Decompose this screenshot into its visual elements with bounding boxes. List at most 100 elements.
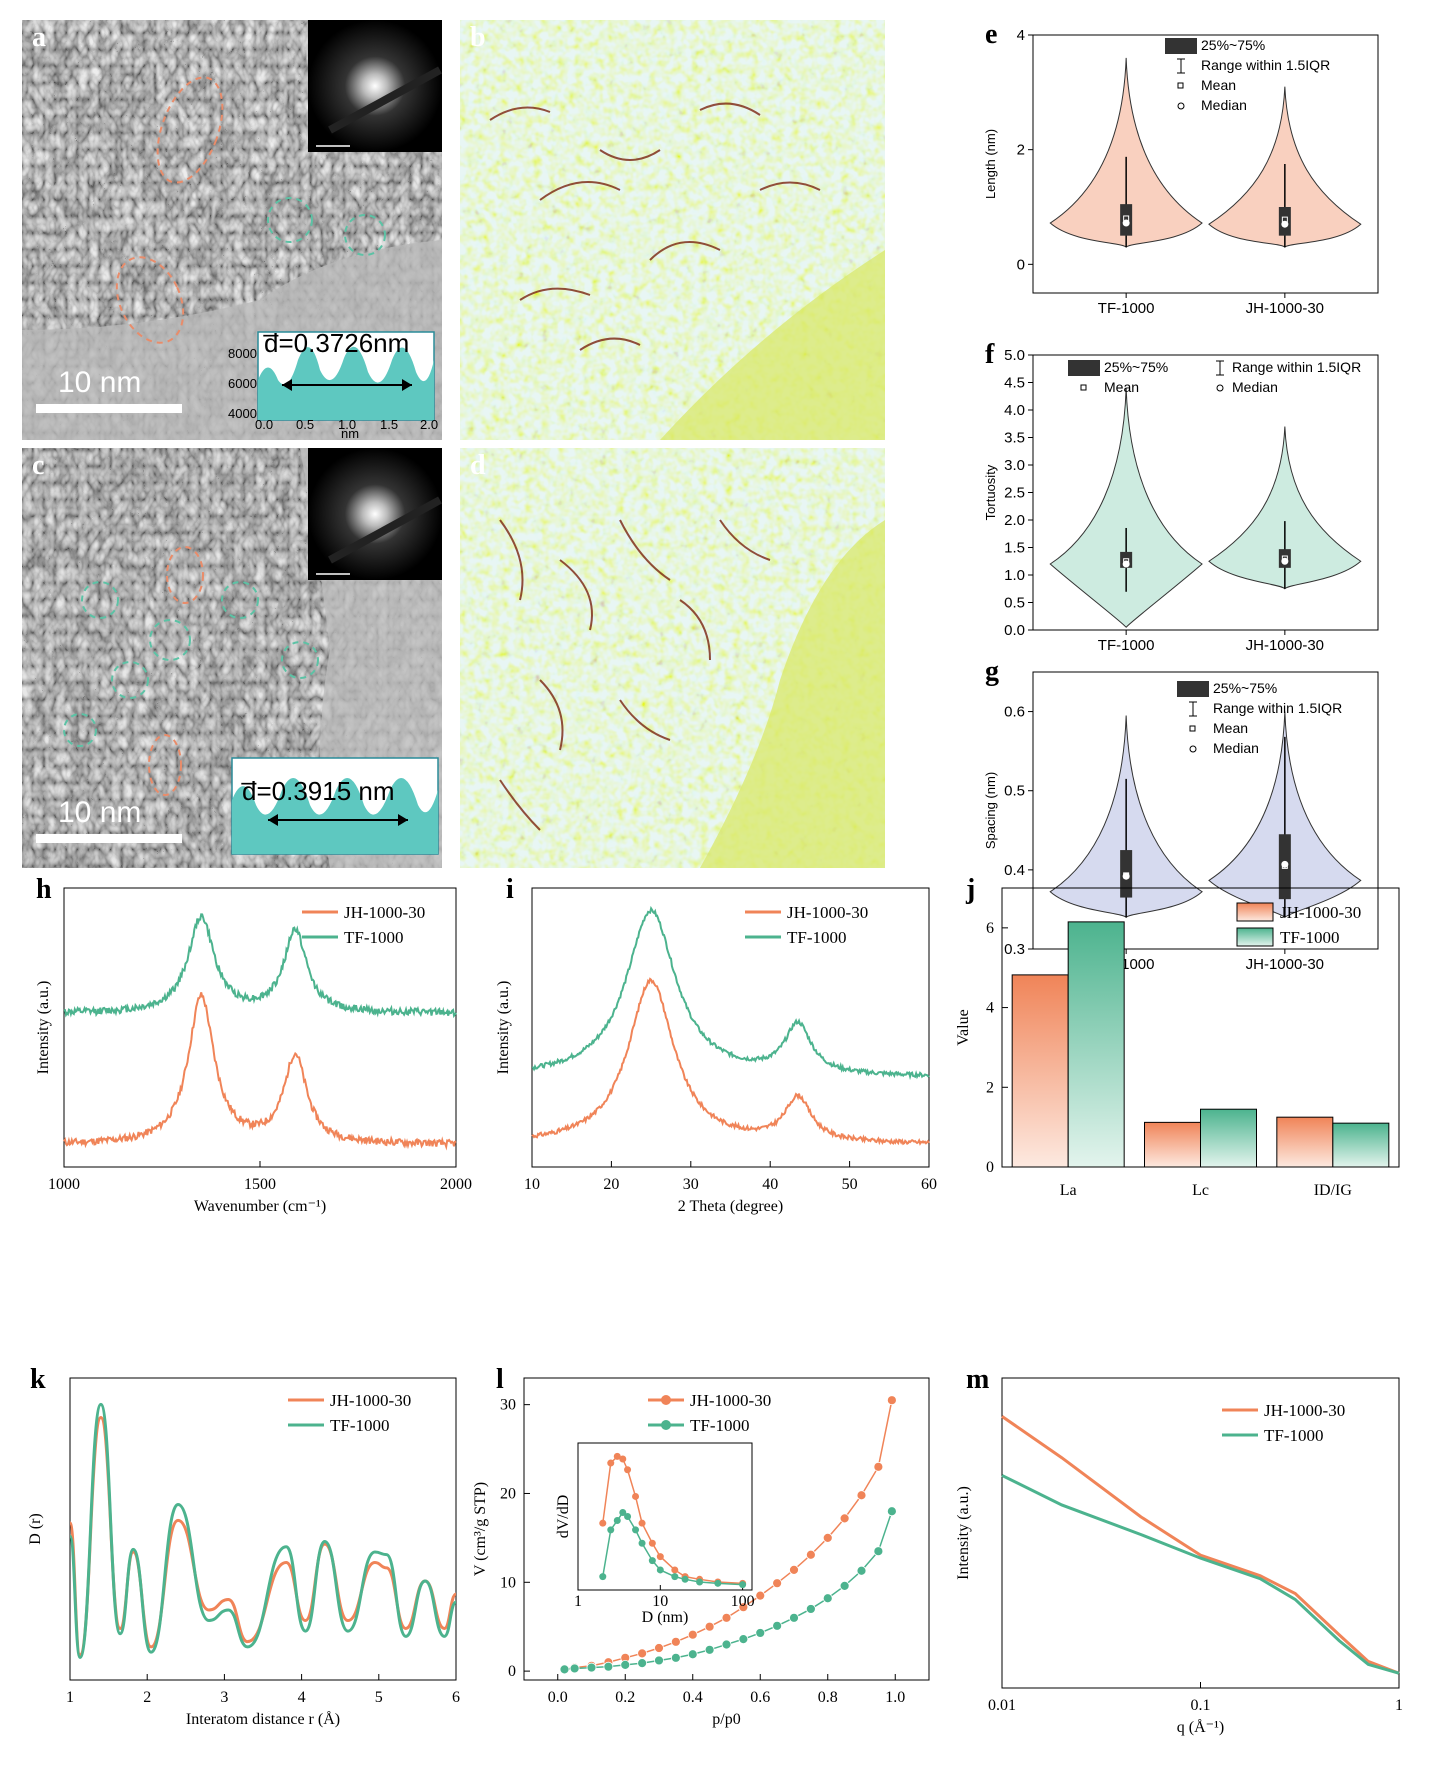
- xtick-label-e: JH-1000-30: [1246, 300, 1324, 317]
- data-point-l: [559, 1664, 570, 1675]
- xtick-label-i: 50: [842, 1176, 858, 1193]
- xtick-label-i: 10: [524, 1176, 540, 1193]
- violin-f: [1049, 387, 1203, 629]
- series-line-i: [531, 977, 930, 1146]
- legend-text-m: JH-1000-30: [1264, 1401, 1345, 1420]
- panel-label-i: i: [506, 874, 514, 905]
- legend-text-h: TF-1000: [344, 928, 404, 947]
- data-point-l: [704, 1621, 715, 1632]
- ytick-label-f: 1.0: [1004, 567, 1025, 584]
- violin-chart-g: 0.3 0.4 0.5 0.6 TF-1000 JH-1000-30 Spacing (nm…: [983, 656, 1379, 973]
- xlabel-l: p/p0: [712, 1711, 740, 1728]
- legend-swatch-mean-e: [1177, 82, 1184, 89]
- panel-label-a: a: [32, 22, 46, 53]
- ytick-label-f: 0.5: [1004, 595, 1025, 612]
- legend-swatch-median-g: [1189, 745, 1197, 753]
- plot-frame-i: [531, 887, 930, 1168]
- xtick-label-i: 30: [683, 1176, 699, 1193]
- plot-frame-e: [1032, 34, 1379, 294]
- orange-dashed-regions-a: [115, 76, 224, 344]
- inset-point-l: [619, 1508, 627, 1516]
- legend-text-h: JH-1000-30: [344, 903, 425, 922]
- data-point-l: [687, 1649, 698, 1660]
- inset-ylabel-l: dV/dD: [555, 1495, 572, 1539]
- legend-marker-l: [661, 1420, 671, 1430]
- ytick-label-e: 2: [1017, 142, 1025, 159]
- profile-inset-c: d̅=0.3915 nm: [231, 757, 439, 855]
- ytick-label-f: 3.5: [1004, 430, 1025, 447]
- xtick-label-f: JH-1000-30: [1246, 637, 1324, 654]
- inset-point-l: [696, 1578, 704, 1586]
- bar-j: [1144, 1121, 1201, 1168]
- scale-bar-label-c: 10 nm: [58, 796, 141, 829]
- data-point-l: [805, 1604, 816, 1614]
- xrd-chart-i: 10 20 30 40 50 60 2 Theta (degree) Intensity (a…: [495, 874, 937, 1215]
- ytick-label-f: 5.0: [1004, 347, 1025, 364]
- xlabel-h: Wavenumber (cm⁻¹): [194, 1198, 326, 1215]
- xtick-label-h: 1500: [244, 1176, 276, 1193]
- inset-point-l: [671, 1566, 679, 1574]
- legend-marker-l: [661, 1395, 671, 1405]
- ytick-label-l: 30: [500, 1397, 516, 1414]
- inset-point-l: [681, 1575, 689, 1583]
- legend-text-g: Median: [1213, 740, 1259, 756]
- inset-point-l: [624, 1466, 632, 1474]
- ytick-label-l: 0: [508, 1663, 516, 1680]
- inset-point-l: [607, 1526, 615, 1534]
- inset-xlabel-a: nm: [341, 426, 359, 441]
- legend-swatch-iqr-e: [1165, 38, 1197, 54]
- beam-stop-a: [328, 66, 442, 134]
- data-point-l: [789, 1564, 799, 1575]
- data-point-l: [873, 1546, 884, 1557]
- legend-swatch-mean-f: [1080, 384, 1087, 391]
- legend-text-f: Median: [1232, 379, 1278, 395]
- median-dot-g: [1281, 860, 1289, 868]
- panel-label-f: f: [985, 339, 995, 370]
- xtick-label-j: La: [1060, 1182, 1077, 1199]
- ytick-label-j: 6: [986, 920, 994, 937]
- xtick-label-g: JH-1000-30: [1246, 956, 1324, 973]
- xtick-label-l: 0.2: [615, 1689, 635, 1706]
- data-point-l: [886, 1506, 897, 1517]
- data-point-l: [721, 1612, 732, 1623]
- data-point-l: [886, 1395, 897, 1406]
- xtick-label-l: 0.0: [548, 1689, 568, 1706]
- data-point-l: [603, 1661, 614, 1672]
- mean-marker-e: [1123, 215, 1130, 222]
- legend-text-e: 25%~75%: [1201, 37, 1265, 53]
- legend-swatch-median-e: [1177, 102, 1185, 110]
- violin-chart-e: 0 2 4 TF-1000 JH-1000-30 Length (nm) e 25%~75% R…: [983, 19, 1379, 317]
- xtick-label-l: 0.6: [750, 1689, 770, 1706]
- xtick-label-l: 1.0: [885, 1689, 905, 1706]
- ytick-label-j: 2: [986, 1079, 994, 1096]
- inset-point-l: [607, 1459, 615, 1467]
- data-point-l: [620, 1660, 631, 1670]
- inset-xtick-a-2: 1.0: [338, 417, 356, 432]
- ylabel-m: Intensity (a.u.): [955, 1486, 972, 1580]
- data-point-l: [805, 1549, 816, 1560]
- ylabel-e: Length (nm): [983, 129, 998, 199]
- data-point-l: [789, 1612, 799, 1623]
- inset-point-l: [656, 1566, 664, 1574]
- mean-marker-g: [1281, 862, 1288, 869]
- inset-point-l: [656, 1553, 664, 1561]
- ytick-label-j: 0: [986, 1159, 994, 1176]
- violin-chart-f: 0.0 0.5 1.0 1.5 2.0 2.5 3.0 3.5 4.0 4.5 5.0 TF-1000…: [983, 339, 1379, 654]
- legend-text-l: JH-1000-30: [690, 1391, 771, 1410]
- data-point-l: [822, 1593, 833, 1604]
- panel-label-b: b: [470, 22, 486, 53]
- series-line-m: [1001, 1415, 1400, 1675]
- legend-text-k: TF-1000: [330, 1416, 390, 1435]
- legend-text-m: TF-1000: [1264, 1426, 1324, 1445]
- panel-b: b: [460, 20, 885, 440]
- panel-d: d: [460, 448, 885, 868]
- legend-text-i: JH-1000-30: [787, 903, 868, 922]
- inset-point-l: [671, 1573, 679, 1581]
- isotherm-chart-l: 0.0 0.2 0.4 0.6 0.8 1.0 p/p0 V (cm³/g STP) l 0 10 2…: [472, 1364, 930, 1728]
- inset-xtick-label-l: 1: [574, 1593, 582, 1610]
- inset-point-l: [638, 1519, 646, 1527]
- inset-xtick-a-1: 0.5: [296, 417, 314, 432]
- legend-swatch-range-g: [1189, 701, 1197, 717]
- data-point-l: [839, 1580, 850, 1591]
